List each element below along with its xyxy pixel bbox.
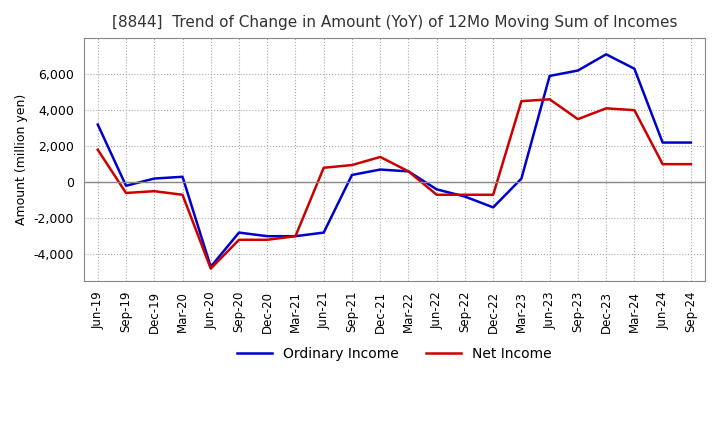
Net Income — [517, 99, 526, 104]
Net Income — [489, 192, 498, 198]
Net Income — [404, 169, 413, 174]
Ordinary Income — [602, 51, 611, 57]
Ordinary Income — [574, 68, 582, 73]
Ordinary Income — [263, 234, 271, 239]
Net Income — [178, 192, 186, 198]
Ordinary Income — [687, 140, 696, 145]
Ordinary Income — [150, 176, 158, 181]
Net Income — [235, 237, 243, 242]
Line: Net Income: Net Income — [98, 99, 691, 268]
Ordinary Income — [517, 176, 526, 181]
Net Income — [291, 234, 300, 239]
Line: Ordinary Income: Ordinary Income — [98, 54, 691, 267]
Ordinary Income — [658, 140, 667, 145]
Ordinary Income — [320, 230, 328, 235]
Net Income — [376, 154, 384, 160]
Y-axis label: Amount (million yen): Amount (million yen) — [15, 94, 28, 225]
Net Income — [574, 117, 582, 122]
Net Income — [207, 266, 215, 271]
Ordinary Income — [489, 205, 498, 210]
Net Income — [348, 162, 356, 168]
Net Income — [263, 237, 271, 242]
Title: [8844]  Trend of Change in Amount (YoY) of 12Mo Moving Sum of Incomes: [8844] Trend of Change in Amount (YoY) o… — [112, 15, 677, 30]
Net Income — [658, 161, 667, 167]
Ordinary Income — [404, 169, 413, 174]
Net Income — [94, 147, 102, 152]
Ordinary Income — [291, 234, 300, 239]
Ordinary Income — [433, 187, 441, 192]
Net Income — [461, 192, 469, 198]
Net Income — [545, 97, 554, 102]
Ordinary Income — [376, 167, 384, 172]
Ordinary Income — [461, 194, 469, 199]
Net Income — [687, 161, 696, 167]
Ordinary Income — [178, 174, 186, 180]
Ordinary Income — [235, 230, 243, 235]
Net Income — [150, 188, 158, 194]
Ordinary Income — [630, 66, 639, 71]
Ordinary Income — [94, 122, 102, 127]
Net Income — [433, 192, 441, 198]
Net Income — [602, 106, 611, 111]
Ordinary Income — [348, 172, 356, 178]
Legend: Ordinary Income, Net Income: Ordinary Income, Net Income — [231, 341, 557, 367]
Net Income — [320, 165, 328, 170]
Ordinary Income — [122, 183, 130, 188]
Net Income — [630, 107, 639, 113]
Ordinary Income — [545, 73, 554, 79]
Ordinary Income — [207, 264, 215, 269]
Net Income — [122, 191, 130, 196]
